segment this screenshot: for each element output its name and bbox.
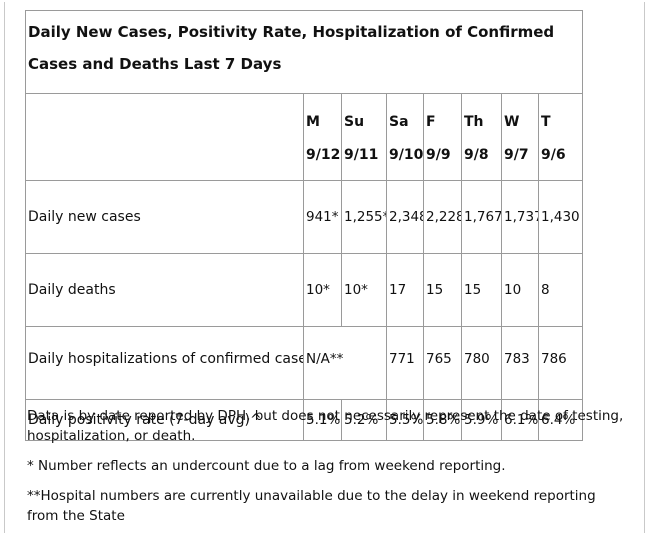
table-row-hospitalizations: Daily hospitalizations of confirmed case…: [25, 326, 584, 400]
value-cell: 941*: [303, 180, 342, 254]
value-cell: 15: [461, 253, 502, 327]
page-frame: [4, 2, 645, 533]
day-date: 9/12: [306, 146, 341, 163]
day-name: Th: [464, 113, 484, 130]
table-title: Daily New Cases, Positivity Rate, Hospit…: [24, 10, 584, 94]
table-row-positivity: Daily positivity rate (7-day avg)^ 5.1% …: [25, 399, 584, 441]
header-empty-cell: [25, 93, 304, 181]
row-label: Daily positivity rate (7-day avg)^: [25, 399, 304, 441]
day-header: T 9/6: [537, 93, 584, 181]
value-cell: 780: [461, 326, 502, 400]
row-label: Daily deaths: [25, 253, 304, 327]
value-cell: 5.1%: [303, 399, 342, 441]
value-cell: 2,348: [386, 180, 424, 254]
value-cell: 771: [386, 326, 424, 400]
value-cell: 5.2%: [341, 399, 387, 441]
day-date: 9/11: [344, 146, 379, 163]
day-header: M 9/12: [303, 93, 342, 181]
day-date: 9/8: [464, 146, 489, 163]
value-cell: 10: [501, 253, 539, 327]
day-name: W: [504, 113, 520, 130]
value-cell: 6.4%: [537, 399, 584, 441]
day-name: T: [541, 113, 551, 130]
value-cell: 1,767: [461, 180, 502, 254]
header-row: M 9/12 Su 9/11 Sa 9/10 F 9/9 Th 9/8 W 9/7 T 9/6: [25, 93, 584, 181]
row-label: Daily hospitalizations of confirmed case…: [25, 326, 304, 400]
note-undercount: * Number reflects an undercount due to a…: [27, 458, 506, 474]
value-cell: 6.1%: [501, 399, 539, 441]
value-cell: 5.5%: [386, 399, 424, 441]
value-cell: 1,737: [501, 180, 539, 254]
note-reporting-date: Data is by date reported by DPH, but doe…: [27, 408, 624, 444]
value-cell: 786: [537, 326, 584, 400]
footnotes: Data is by date reported by DPH, but doe…: [27, 406, 627, 536]
day-name: F: [426, 113, 436, 130]
day-name: Sa: [389, 113, 409, 130]
day-header: Th 9/8: [461, 93, 502, 181]
value-cell: 783: [501, 326, 539, 400]
covid-data-table: Daily New Cases, Positivity Rate, Hospit…: [24, 10, 584, 441]
note-hospital-unavailable: **Hospital numbers are currently unavail…: [27, 488, 596, 524]
value-cell: 5.8%: [423, 399, 462, 441]
value-cell: 10*: [303, 253, 342, 327]
day-header: W 9/7: [501, 93, 539, 181]
day-header: F 9/9: [423, 93, 462, 181]
day-date: 9/10: [389, 146, 424, 163]
day-date: 9/9: [426, 146, 451, 163]
day-name: M: [306, 113, 320, 130]
value-cell: 17: [386, 253, 424, 327]
value-cell: 1,430: [537, 180, 584, 254]
day-header: Sa 9/10: [386, 93, 424, 181]
day-date: 9/7: [504, 146, 529, 163]
value-cell: 1,255*: [341, 180, 387, 254]
table-row-deaths: Daily deaths 10* 10* 17 15 15 10 8: [25, 253, 584, 327]
day-header: Su 9/11: [341, 93, 387, 181]
table-row-new-cases: Daily new cases 941* 1,255* 2,348 2,228 …: [25, 180, 584, 254]
day-date: 9/6: [541, 146, 566, 163]
value-cell: 15: [423, 253, 462, 327]
value-cell: 10*: [341, 253, 387, 327]
value-cell: 8: [537, 253, 584, 327]
value-cell: 2,228: [423, 180, 462, 254]
value-cell: N/A**: [303, 326, 387, 400]
value-cell: 765: [423, 326, 462, 400]
row-label: Daily new cases: [25, 180, 304, 254]
day-name: Su: [344, 113, 365, 130]
value-cell: 5.9%: [461, 399, 502, 441]
